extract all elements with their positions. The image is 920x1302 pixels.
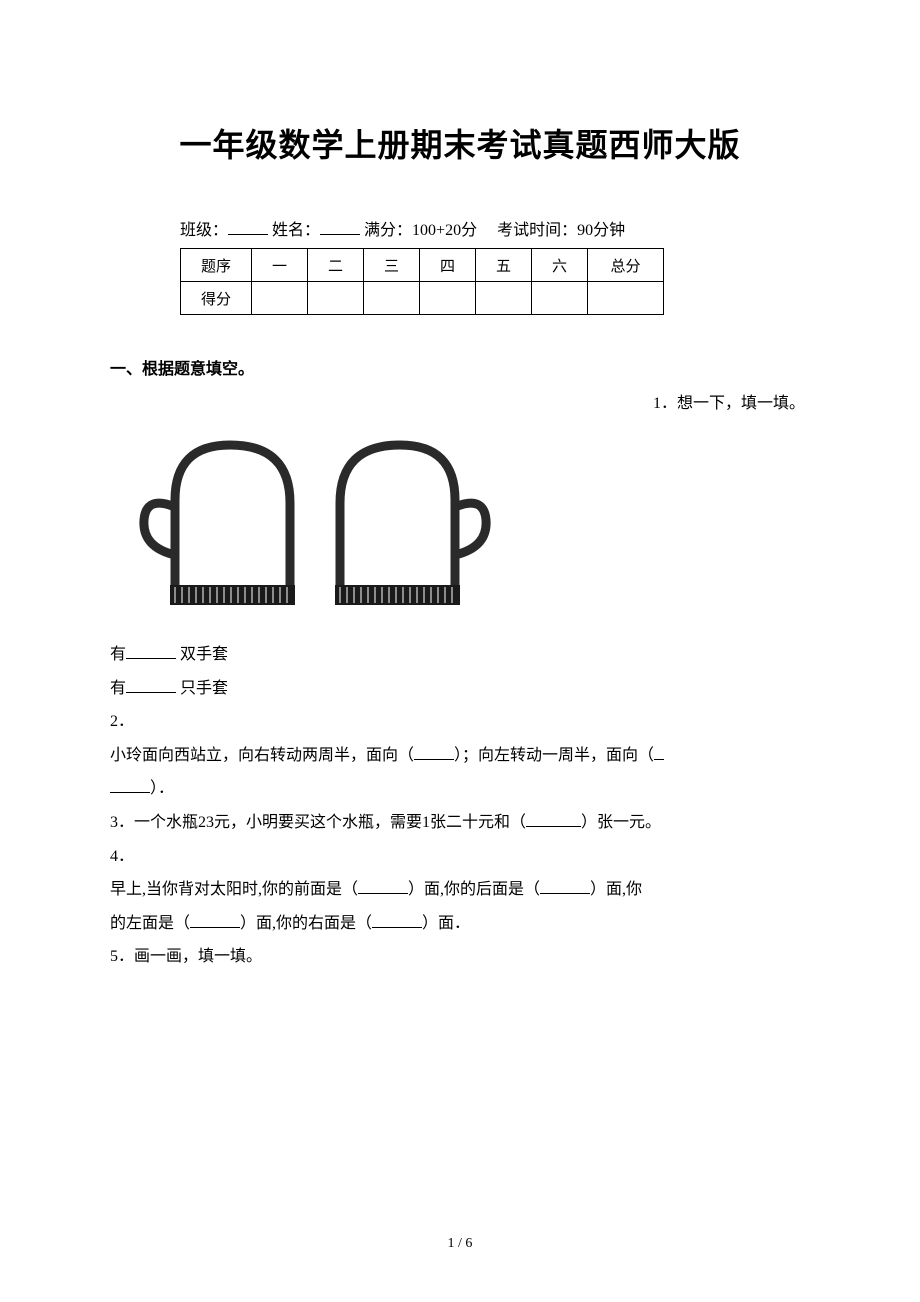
q4-num: 4．	[110, 840, 810, 874]
q3-line: 3．一个水瓶23元，小明要买这个水瓶，需要1张二十元和（ ）张一元。	[110, 806, 810, 840]
page-number: 1 / 6	[0, 1236, 920, 1252]
q1-text: 有	[110, 680, 126, 697]
row2-label: 得分	[181, 282, 252, 315]
col-header: 二	[308, 249, 364, 282]
blank	[372, 911, 422, 928]
q3-text: 3．一个水瓶23元，小明要买这个水瓶，需要1张二十元和（	[110, 814, 526, 831]
q4-text: ）面,你	[590, 881, 642, 898]
score-cell	[532, 282, 588, 315]
section-1-heading: 一、根据题意填空。	[110, 355, 810, 379]
mittens-image	[130, 425, 810, 630]
col-header: 五	[476, 249, 532, 282]
name-label: 姓名：	[272, 222, 320, 239]
class-label: 班级：	[180, 222, 228, 239]
score-cell	[308, 282, 364, 315]
q4-text: 的左面是（	[110, 915, 190, 932]
score-table: 题序 一 二 三 四 五 六 总分 得分	[180, 248, 664, 315]
blank	[414, 743, 454, 760]
meta-line: 班级： 姓名： 满分：100+20分 考试时间：90分钟	[180, 216, 810, 240]
blank	[358, 877, 408, 894]
q2-line-cont: ）．	[110, 772, 810, 806]
time-label: 考试时间：	[497, 222, 577, 239]
q4-text: ）面,你的后面是（	[408, 881, 540, 898]
row1-label: 题序	[181, 249, 252, 282]
q2-text: 小玲面向西站立，向右转动两周半，面向（	[110, 747, 414, 764]
q2-num: 2．	[110, 705, 810, 739]
class-blank	[228, 218, 268, 235]
blank	[654, 743, 664, 760]
questions-body: 有 双手套 有 只手套 2． 小玲面向西站立，向右转动两周半，面向（ ）；向左转动…	[110, 638, 810, 974]
blank	[526, 810, 581, 827]
q4-text: ）面,你的右面是（	[240, 915, 372, 932]
table-row: 得分	[181, 282, 664, 315]
q1-line1: 有 双手套	[110, 638, 810, 672]
q4-text: 早上,当你背对太阳时,你的前面是（	[110, 881, 358, 898]
exam-page: 一年级数学上册期末考试真题西师大版 班级： 姓名： 满分：100+20分 考试时…	[0, 0, 920, 1302]
q1-text: 只手套	[176, 680, 228, 697]
mittens-icon	[130, 425, 510, 625]
name-blank	[320, 218, 360, 235]
q3-text: ）张一元。	[581, 814, 661, 831]
col-header: 六	[532, 249, 588, 282]
page-title: 一年级数学上册期末考试真题西师大版	[110, 120, 810, 166]
q4-line1: 早上,当你背对太阳时,你的前面是（ ）面,你的后面是（ ）面,你	[110, 873, 810, 907]
score-cell	[420, 282, 476, 315]
score-cell	[252, 282, 308, 315]
full-value: 100+20分	[412, 222, 477, 239]
score-cell	[476, 282, 532, 315]
blank	[540, 877, 590, 894]
q1-line2: 有 只手套	[110, 672, 810, 706]
q4-text: ）面．	[422, 915, 470, 932]
table-row: 题序 一 二 三 四 五 六 总分	[181, 249, 664, 282]
full-label: 满分：	[364, 222, 412, 239]
col-header: 三	[364, 249, 420, 282]
q2-text: ）．	[150, 780, 174, 797]
col-header: 四	[420, 249, 476, 282]
col-header: 一	[252, 249, 308, 282]
time-value: 90分钟	[577, 222, 625, 239]
score-cell	[588, 282, 664, 315]
blank	[126, 642, 176, 659]
blank	[126, 676, 176, 693]
q2-line: 小玲面向西站立，向右转动两周半，面向（ ）；向左转动一周半，面向（	[110, 739, 810, 773]
total-header: 总分	[588, 249, 664, 282]
score-cell	[364, 282, 420, 315]
q4-line2: 的左面是（ ）面,你的右面是（ ）面．	[110, 907, 810, 941]
q1-prompt: 1．想一下，填一填。	[110, 389, 810, 413]
blank	[190, 911, 240, 928]
q5-line: 5．画一画，填一填。	[110, 940, 810, 974]
q2-text: ）；向左转动一周半，面向（	[454, 747, 654, 764]
q1-text: 有	[110, 646, 126, 663]
blank	[110, 776, 150, 793]
q1-text: 双手套	[176, 646, 228, 663]
